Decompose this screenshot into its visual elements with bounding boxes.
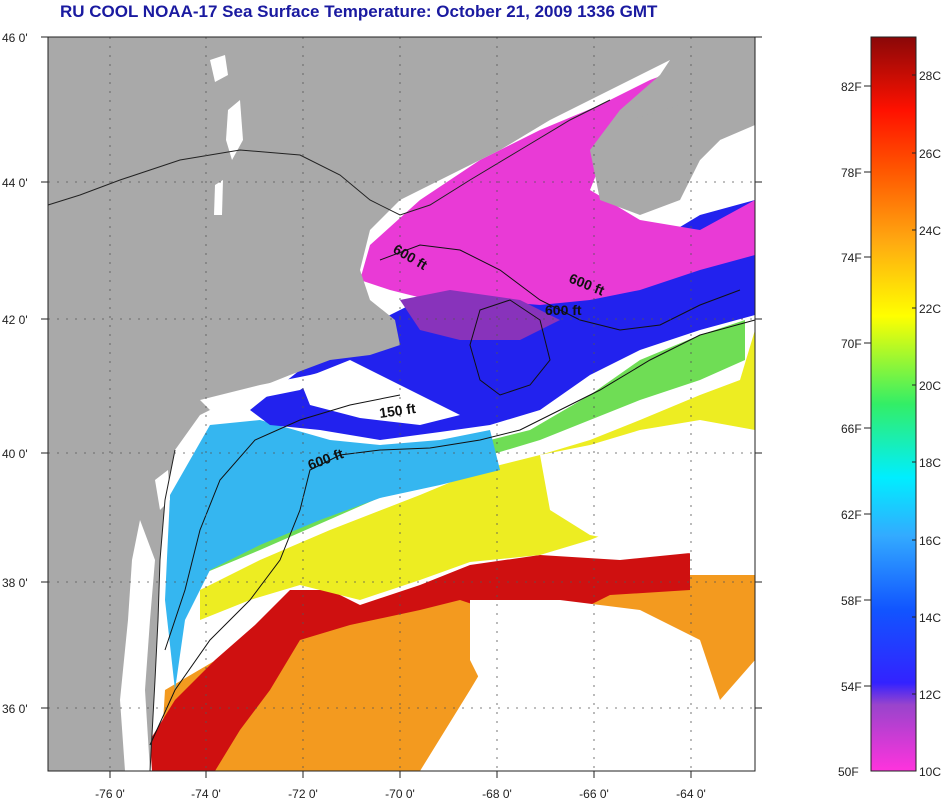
colorbar-f-label: 50F	[838, 765, 859, 779]
lon-tick-label: -64 0'	[676, 787, 706, 801]
cloud-patch-south	[470, 600, 720, 771]
lat-tick-label: 40 0'	[2, 447, 28, 461]
lake-c	[214, 180, 223, 215]
cloud-patch-shelf	[300, 360, 460, 425]
lon-tick-label: -74 0'	[191, 787, 221, 801]
graticule	[48, 37, 755, 771]
lat-tick-label: 46 0'	[2, 31, 28, 45]
lon-tick-label: -72 0'	[288, 787, 318, 801]
colorbar-f-label: 74F	[841, 251, 862, 265]
colorbar-c-label: 14C	[919, 611, 941, 625]
lake-a	[210, 55, 228, 82]
colorbar-c-label: 20C	[919, 379, 941, 393]
colorbar-c-label: 22C	[919, 302, 941, 316]
lon-tick-label: -70 0'	[385, 787, 415, 801]
land-delaware-bay	[155, 470, 170, 510]
coastline	[47, 99, 611, 772]
land-chesapeake-bay	[120, 520, 155, 771]
colorbar-c-label: 18C	[919, 456, 941, 470]
contour-150ft	[164, 394, 401, 651]
lon-tick-label: -66 0'	[579, 787, 609, 801]
lake-b	[226, 100, 243, 160]
colorbar-f-label: 70F	[841, 337, 862, 351]
lon-tick-label: -76 0'	[95, 787, 125, 801]
colorbar-c-label: 12C	[919, 688, 941, 702]
colorbar-c-label: 24C	[919, 224, 941, 238]
map-frame	[47, 36, 756, 772]
map-panel: 46 0' 44 0' 42 0' 40 0' 38 0' 36 0' -76 …	[2, 31, 762, 801]
colorbar: 82F 78F 74F 70F 66F 62F 58F 54F 50F 28C …	[838, 36, 941, 779]
contour-600ft	[149, 319, 756, 746]
map-title: RU COOL NOAA-17 Sea Surface Temperature:…	[60, 2, 658, 21]
contour-label: 150 ft	[378, 400, 417, 421]
lon-tick-label: -68 0'	[482, 787, 512, 801]
land-long-island	[200, 370, 330, 410]
colorbar-f-label: 54F	[841, 680, 862, 694]
colorbar-f-label: 66F	[841, 422, 862, 436]
colorbar-ticks	[864, 74, 916, 695]
colorbar-f-label: 78F	[841, 166, 862, 180]
colorbar-f-label: 58F	[841, 594, 862, 608]
colorbar-f-label: 62F	[841, 508, 862, 522]
land-nova-scotia	[630, 105, 720, 180]
lat-tick-label: 42 0'	[2, 313, 28, 327]
colorbar-c-label: 16C	[919, 534, 941, 548]
tick-marks	[41, 36, 762, 778]
sst-magenta-cold	[360, 65, 755, 305]
colorbar-c-label: 26C	[919, 147, 941, 161]
lat-tick-label: 44 0'	[2, 176, 28, 190]
colorbar-gradient	[870, 36, 917, 772]
land-northeast-us	[48, 37, 755, 771]
colorbar-f-label: 82F	[841, 80, 862, 94]
contour-gulf-of-maine	[379, 244, 741, 331]
lat-tick-label: 38 0'	[2, 576, 28, 590]
colorbar-c-label: 28C	[919, 69, 941, 83]
sst-cyan-shelf	[165, 420, 500, 690]
sst-purple-patch	[400, 290, 560, 340]
contour-georges-bank	[469, 299, 551, 396]
lat-tick-label: 36 0'	[2, 702, 28, 716]
colorbar-c-label: 10C	[919, 765, 941, 779]
contour-label: 600 ft	[545, 302, 582, 318]
